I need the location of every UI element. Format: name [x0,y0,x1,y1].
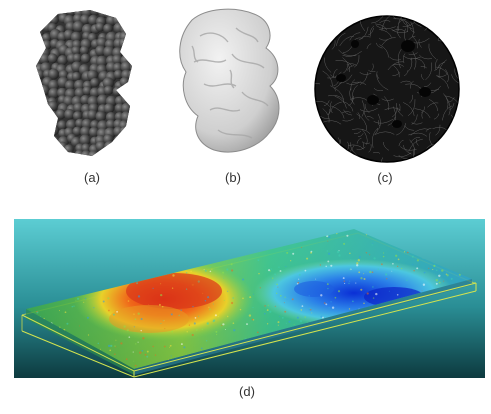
molecule-spacefill-image [28,8,152,160]
terrain-heatmap-image [14,219,485,378]
panel-c-caption: (c) [365,170,405,185]
molecule-surface-image [170,6,296,158]
panel-b-caption: (b) [213,170,253,185]
panel-a-caption: (a) [72,170,112,185]
dark-disc-image [313,14,461,164]
panel-d-caption: (d) [227,384,267,399]
